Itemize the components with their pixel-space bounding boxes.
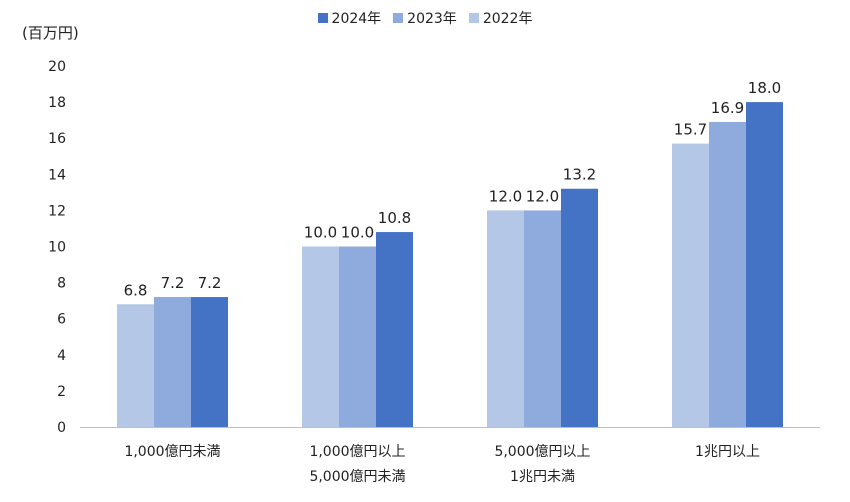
bar — [117, 304, 154, 427]
legend-label: 2022年 — [482, 11, 533, 27]
legend-swatch — [317, 13, 328, 23]
x-tick-label: 1,000億円以上 — [309, 444, 405, 460]
legend-item: 2024年 — [317, 8, 382, 28]
y-tick-label: 0 — [57, 420, 66, 436]
y-tick-label: 2 — [57, 384, 66, 400]
y-tick-label: 20 — [48, 59, 66, 75]
x-tick-label: 1兆円未満 — [510, 469, 575, 485]
y-tick-label: 16 — [48, 131, 66, 147]
y-tick-label: 6 — [57, 312, 66, 328]
data-label: 10.0 — [304, 224, 337, 242]
bar — [561, 188, 598, 427]
bar — [302, 246, 339, 427]
legend-item: 2023年 — [393, 8, 457, 28]
chart-legend: 2024年 2023年 2022年 — [0, 8, 850, 28]
data-label: 12.0 — [526, 187, 559, 205]
data-label: 15.7 — [674, 121, 707, 139]
x-tick-label: 5,000億円未満 — [309, 469, 405, 485]
bar — [524, 210, 561, 427]
data-label: 12.0 — [489, 187, 522, 205]
bar — [746, 102, 783, 427]
data-label: 10.8 — [378, 209, 411, 227]
data-label: 7.2 — [161, 274, 185, 292]
y-tick-label: 4 — [57, 348, 66, 364]
y-axis-unit-label: (百万円) — [22, 24, 79, 42]
data-label: 6.8 — [124, 281, 148, 299]
y-tick-label: 10 — [48, 240, 66, 256]
legend-swatch — [393, 13, 404, 23]
data-label: 10.0 — [341, 224, 374, 242]
bar — [709, 121, 746, 427]
x-tick-label: 5,000億円以上 — [494, 444, 590, 460]
bar — [376, 232, 413, 427]
x-tick-label: 1,000億円未満 — [124, 444, 220, 460]
data-label: 18.0 — [748, 79, 781, 97]
y-tick-label: 12 — [48, 203, 66, 219]
legend-item: 2022年 — [468, 8, 533, 28]
bar — [672, 143, 709, 428]
data-label: 16.9 — [711, 99, 744, 117]
y-tick-label: 14 — [48, 167, 66, 183]
bar — [487, 210, 524, 427]
bar — [154, 297, 191, 427]
x-tick-label: 1兆円以上 — [695, 444, 760, 460]
legend-label: 2024年 — [331, 11, 382, 27]
legend-label: 2023年 — [407, 11, 457, 27]
bar — [339, 246, 376, 427]
y-tick-label: 8 — [57, 276, 66, 292]
legend-swatch — [468, 13, 479, 23]
data-label: 7.2 — [198, 274, 222, 292]
y-tick-label: 18 — [48, 95, 66, 111]
bar — [191, 297, 228, 427]
data-label: 13.2 — [563, 166, 596, 184]
